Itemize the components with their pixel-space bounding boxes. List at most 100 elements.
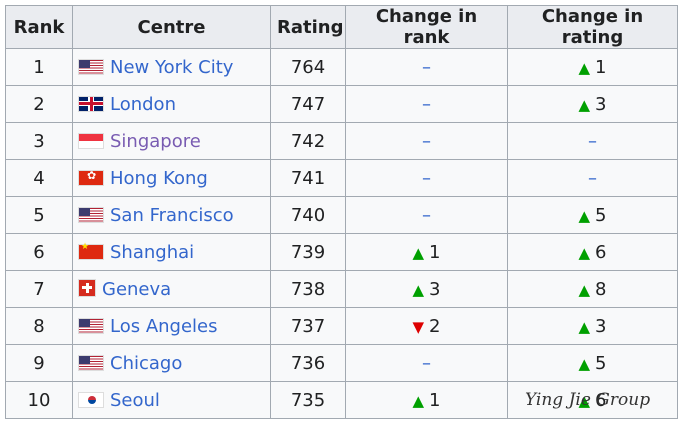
- trend-arrow: ▲: [578, 317, 591, 336]
- rank-change-cell: ▼ 2: [345, 307, 508, 345]
- no-change: –: [422, 93, 431, 115]
- column-header: Centre: [72, 5, 271, 49]
- centre-link[interactable]: Los Angeles: [110, 315, 218, 337]
- centre-cell: San Francisco: [72, 196, 271, 234]
- change-value: 5: [595, 352, 607, 374]
- rating-cell: 740: [270, 196, 346, 234]
- centre-link[interactable]: Geneva: [102, 278, 172, 300]
- rating-cell: 741: [270, 159, 346, 197]
- change-value: 6: [595, 241, 607, 263]
- trend-arrow: ▲: [412, 243, 425, 262]
- change-value: 2: [429, 315, 441, 337]
- centre-link[interactable]: London: [110, 93, 176, 115]
- trend-arrow: ▲: [578, 243, 591, 262]
- rating-cell: 737: [270, 307, 346, 345]
- centre-link[interactable]: Hong Kong: [110, 167, 208, 189]
- header-row: Rank Centre Rating Change in rank Change in …: [5, 5, 678, 49]
- centre-link[interactable]: Singapore: [110, 130, 201, 152]
- rank-cell: 1: [5, 48, 73, 86]
- rank-change-cell: –: [345, 159, 508, 197]
- centre-link[interactable]: Chicago: [110, 352, 183, 374]
- trend-arrow: ▲: [412, 280, 425, 299]
- column-header: Rank: [5, 5, 73, 49]
- rating-change-cell: ▲ 3: [507, 85, 678, 123]
- no-change: –: [588, 167, 597, 189]
- centre-cell: New York City: [72, 48, 271, 86]
- table-row: 4 Hong Kong 741 – –: [5, 159, 678, 197]
- rank-cell: 5: [5, 196, 73, 234]
- no-change: –: [422, 352, 431, 374]
- trend-arrow: ▲: [578, 95, 591, 114]
- table-row: 2 London 747 – ▲ 3: [5, 85, 678, 123]
- change-value: 5: [595, 204, 607, 226]
- rating-change-cell: ▲ 6: [507, 381, 678, 419]
- no-change: –: [422, 167, 431, 189]
- watermark: Ying Jie Group: [525, 390, 651, 410]
- change-value: 1: [429, 389, 441, 411]
- rank-cell: 4: [5, 159, 73, 197]
- trend-arrow: ▲: [412, 391, 425, 410]
- trend-arrow: ▲: [578, 280, 591, 299]
- flag-icon: [78, 391, 104, 408]
- rank-cell: 10: [5, 381, 73, 419]
- change-value: 1: [595, 56, 607, 78]
- rating-cell: 739: [270, 233, 346, 271]
- table-body: 1 New York City 764– ▲ 1 2 London 747– ▲ 3 3 Singap…: [5, 48, 678, 419]
- centre-cell: Geneva: [72, 270, 271, 308]
- rank-change-cell: ▲ 3: [345, 270, 508, 308]
- centre-link[interactable]: Seoul: [110, 389, 160, 411]
- column-header: Change in rating: [507, 5, 678, 49]
- change-value: 8: [595, 278, 607, 300]
- column-header: Change in rank: [345, 5, 508, 49]
- table-header: Rank Centre Rating Change in rank Change in …: [5, 5, 678, 49]
- centre-link[interactable]: New York City: [110, 56, 234, 78]
- rank-cell: 7: [5, 270, 73, 308]
- flag-icon: [78, 278, 96, 297]
- rank-change-cell: –: [345, 344, 508, 382]
- rating-change-cell: ▲ 8: [507, 270, 678, 308]
- centre-link[interactable]: San Francisco: [110, 204, 234, 226]
- rank-cell: 6: [5, 233, 73, 271]
- table-row: 5 San Francisco 740 – ▲ 5: [5, 196, 678, 234]
- rating-cell: 747: [270, 85, 346, 123]
- change-value: 6: [595, 389, 607, 411]
- rating-change-cell: ▲ 5: [507, 196, 678, 234]
- flag-icon: [78, 132, 104, 149]
- rating-change-cell: –: [507, 122, 678, 160]
- rank-change-cell: ▲ 1: [345, 233, 508, 271]
- centre-cell: London: [72, 85, 271, 123]
- rank-change-cell: ▲ 1: [345, 381, 508, 419]
- rating-change-cell: ▲ 5: [507, 344, 678, 382]
- trend-arrow: ▲: [578, 58, 591, 77]
- rating-cell: 738: [270, 270, 346, 308]
- rank-cell: 9: [5, 344, 73, 382]
- change-value: 3: [595, 315, 607, 337]
- rating-change-cell: –: [507, 159, 678, 197]
- flag-icon: [78, 354, 104, 371]
- table-row: 6Shanghai739▲1▲6: [5, 233, 678, 271]
- rating-cell: 735: [270, 381, 346, 419]
- flag-icon: [78, 95, 104, 112]
- flag-icon: [78, 242, 104, 260]
- rating-change-cell: ▲ 3: [507, 307, 678, 345]
- rank-change-cell: –: [345, 48, 508, 86]
- trend-arrow: ▲: [578, 354, 591, 373]
- trend-arrow: ▼: [412, 317, 425, 336]
- centre-link[interactable]: Shanghai: [110, 241, 195, 263]
- no-change: –: [422, 204, 431, 226]
- rating-cell: 736: [270, 344, 346, 382]
- centre-cell: Chicago: [72, 344, 271, 382]
- flag-icon: [78, 206, 104, 223]
- centre-cell: Los Angeles: [72, 307, 271, 345]
- no-change: –: [588, 130, 597, 152]
- ranking-table: Rank Centre Rating Change in rank Change in …: [5, 5, 678, 419]
- no-change: –: [422, 56, 431, 78]
- table-row: 7 Geneva 738 ▲ 3 ▲ 8: [5, 270, 678, 308]
- flag-icon: [78, 58, 104, 75]
- centre-cell: Singapore: [72, 122, 271, 160]
- no-change: –: [422, 130, 431, 152]
- change-value: 3: [595, 93, 607, 115]
- flag-icon: [78, 317, 104, 334]
- rating-change-cell: ▲ 6: [507, 233, 678, 271]
